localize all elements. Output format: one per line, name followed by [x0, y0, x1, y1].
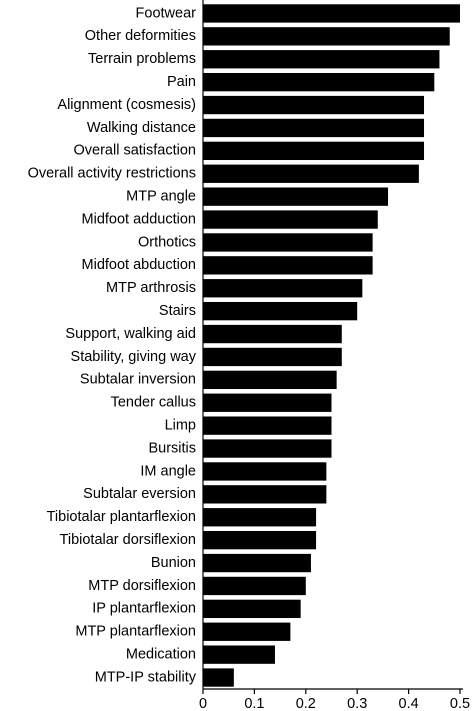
bar — [203, 301, 358, 321]
y-tick-label: Subtalar eversion — [83, 486, 196, 502]
y-tick-label: Footwear — [136, 5, 197, 21]
bar — [203, 324, 342, 344]
y-tick-label: Medication — [126, 646, 196, 662]
y-tick-label: Support, walking aid — [65, 326, 196, 342]
bar — [203, 485, 327, 504]
y-tick-label: Terrain problems — [88, 51, 196, 67]
y-tick-label: Pain — [167, 74, 196, 90]
y-tick-label: MTP-IP stability — [95, 669, 197, 685]
bar — [203, 210, 378, 229]
bar — [203, 576, 306, 596]
y-tick-label: Walking distance — [87, 120, 196, 136]
bar — [203, 118, 425, 138]
y-tick-label: IP plantarflexion — [92, 601, 196, 617]
y-tick-label: Bunion — [151, 555, 196, 571]
y-tick-label: Midfoot adduction — [82, 211, 196, 227]
bar — [203, 370, 337, 390]
bar — [203, 164, 419, 183]
bar — [203, 233, 373, 252]
y-tick-label: Tibiotalar dorsiflexion — [60, 532, 196, 548]
bar — [203, 668, 234, 687]
bar — [203, 393, 332, 412]
y-tick-label: Orthotics — [138, 234, 196, 250]
bar — [203, 72, 435, 92]
bar — [203, 462, 327, 481]
y-tick-label: Bursitis — [148, 440, 196, 456]
bar — [203, 95, 425, 115]
bar — [203, 645, 275, 664]
y-tick-label: Stability, giving way — [71, 349, 197, 365]
bar — [203, 347, 342, 367]
x-tick-label: 0.2 — [296, 696, 316, 711]
x-tick-label: 0.1 — [244, 696, 264, 711]
bar — [203, 27, 450, 46]
bar — [203, 508, 317, 527]
x-tick-label: 0 — [199, 696, 207, 711]
bar — [203, 622, 291, 641]
y-tick-label: Tibiotalar plantarflexion — [47, 509, 196, 525]
y-tick-label: Alignment (cosmesis) — [57, 97, 196, 113]
bar — [203, 599, 301, 619]
y-tick-label: IM angle — [140, 463, 196, 479]
x-tick-label: 0.4 — [399, 696, 419, 711]
y-tick-label: MTP arthrosis — [106, 280, 196, 296]
x-tick-label: 0.5 — [450, 696, 470, 711]
y-tick-label: Other deformities — [85, 28, 196, 44]
y-tick-label: Limp — [165, 417, 196, 433]
y-tick-label: Stairs — [159, 303, 196, 319]
bar — [203, 416, 332, 435]
bar — [203, 187, 389, 206]
y-tick-label: MTP dorsiflexion — [88, 578, 196, 594]
y-tick-label: MTP angle — [126, 188, 196, 204]
y-tick-label: Midfoot abduction — [82, 257, 196, 273]
bar — [203, 50, 440, 69]
y-tick-label: Tender callus — [111, 395, 196, 411]
bar — [203, 439, 332, 458]
bar — [203, 279, 363, 298]
y-tick-label: Overall activity restrictions — [28, 166, 196, 182]
bar — [203, 553, 311, 573]
x-tick-label: 0.3 — [347, 696, 367, 711]
bar — [203, 4, 460, 23]
bar — [203, 141, 425, 161]
bar — [203, 256, 373, 275]
y-tick-label: MTP plantarflexion — [75, 624, 196, 640]
y-tick-label: Subtalar inversion — [80, 372, 196, 388]
y-tick-label: Overall satisfaction — [74, 143, 197, 159]
bar — [203, 530, 317, 550]
